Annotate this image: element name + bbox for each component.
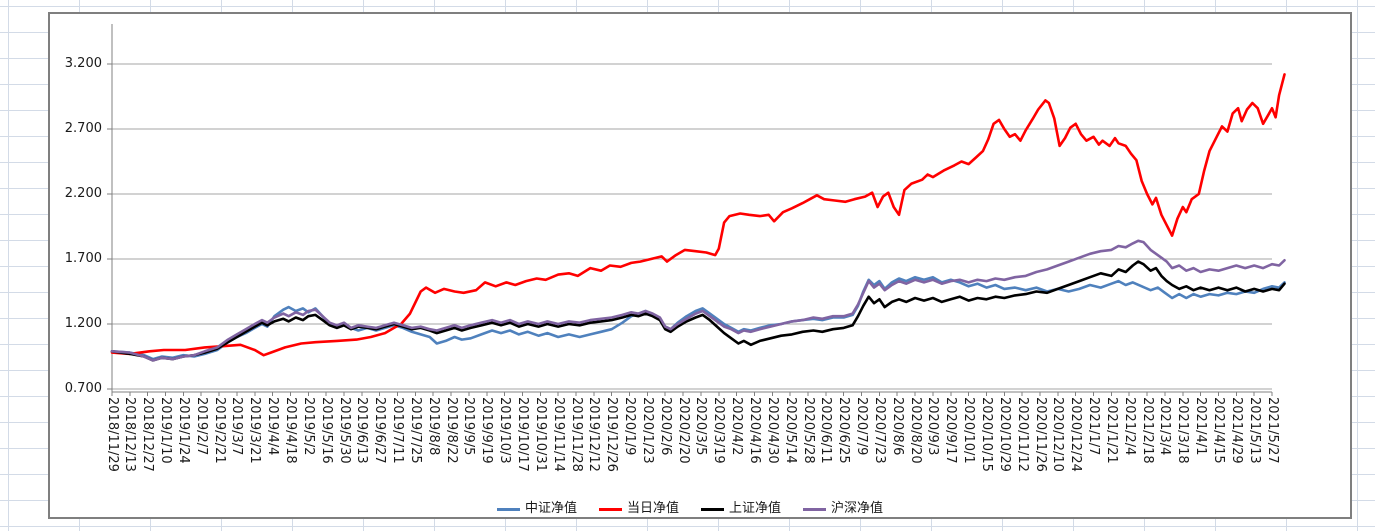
legend-line-marker: [803, 507, 827, 511]
y-axis-tick-label: 2.200: [64, 186, 102, 201]
legend-item-3[interactable]: 上证净值: [701, 501, 781, 517]
y-axis-tick-label: 1.700: [64, 251, 102, 266]
x-axis-tick-label: 2019/11/28: [568, 397, 584, 472]
x-axis-tick-label: 2019/5/2: [300, 397, 316, 456]
x-axis-tick-label: 2020/2/6: [657, 397, 673, 456]
series-line-3: [110, 260, 1286, 362]
x-axis-tick-label: 2019/9/5: [461, 397, 477, 456]
x-axis-tick-label: 2021/3/18: [1175, 397, 1191, 464]
x-axis-tick-label: 2018/11/29: [104, 397, 120, 472]
x-axis-tick-label: 2021/1/21: [1103, 397, 1119, 464]
x-axis-tick-label: 2021/4/15: [1210, 397, 1226, 464]
y-axis-tick-label: 2.700: [64, 121, 102, 136]
x-axis-tick-label: 2021/4/1: [1193, 397, 1209, 456]
x-axis-tick-label: 2021/4/29: [1228, 397, 1244, 464]
x-axis-tick-label: 2020/11/12: [1014, 397, 1030, 472]
x-axis-tick-label: 2018/12/13: [122, 397, 138, 472]
legend-item-4[interactable]: 沪深净值: [803, 501, 883, 517]
x-axis-tick-label: 2019/7/11: [390, 397, 406, 464]
x-axis-tick-label: 2020/9/17: [943, 397, 959, 464]
series-line-4: [110, 239, 1286, 362]
legend-label: 当日净值: [627, 501, 680, 516]
x-axis-tick-label: 2019/6/13: [354, 397, 370, 464]
x-axis-tick-label: 2019/1/24: [175, 397, 191, 464]
x-axis-tick-label: 2020/3/19: [711, 397, 727, 464]
x-axis-tick-label: 2019/10/17: [514, 397, 530, 472]
x-axis-tick-label: 2019/4/18: [282, 397, 298, 464]
x-axis-tick-label: 2020/5/28: [800, 397, 816, 464]
x-axis-tick-label: 2019/10/3: [497, 397, 513, 464]
y-axis-tick-label: 3.200: [64, 56, 102, 71]
x-axis-tick-label: 2019/8/8: [425, 397, 441, 456]
x-axis-tick-label: 2020/1/9: [622, 397, 638, 456]
x-axis-tick-label: 2020/3/5: [693, 397, 709, 456]
x-axis-tick-label: 2019/11/14: [550, 397, 566, 472]
x-axis-tick-label: 2019/7/25: [407, 397, 423, 464]
x-axis-tick-label: 2021/2/4: [1121, 397, 1137, 456]
legend-item-1[interactable]: 中证净值: [497, 501, 577, 517]
chart-area[interactable]: 3.200 2.700 2.200 1.700 1.200 0.700 2018/11/2…: [48, 12, 1352, 519]
x-axis-tick-label: 2019/8/22: [443, 397, 459, 464]
x-axis-tick-label: 2020/10/15: [978, 397, 994, 472]
x-axis-tick-label: 2021/5/13: [1246, 397, 1262, 464]
y-axis-tick-label: 0.700: [64, 381, 102, 396]
x-axis-tick-label: 2019/6/27: [372, 397, 388, 464]
x-axis-tick-label: 2021/1/7: [1086, 397, 1102, 456]
x-axis-tick-label: 2019/10/31: [532, 397, 548, 472]
x-axis-tick-label: 2020/6/11: [818, 397, 834, 464]
x-axis-tick-label: 2020/4/30: [764, 397, 780, 464]
x-axis-tick-label: 2020/8/20: [907, 397, 923, 464]
x-axis-tick-label: 2020/10/29: [996, 397, 1012, 472]
x-axis-tick-label: 2019/5/16: [318, 397, 334, 464]
x-axis-tick-label: 2020/10/1: [961, 397, 977, 464]
x-axis-tick-label: 2020/4/2: [729, 397, 745, 456]
x-axis-tick-label: 2020/7/9: [854, 397, 870, 456]
x-axis-tick-label: 2020/1/23: [639, 397, 655, 464]
legend-line-marker: [701, 507, 725, 511]
legend-line-marker: [497, 507, 520, 511]
x-axis-tick-label: 2020/12/24: [1068, 397, 1084, 472]
x-axis-tick-label: 2019/1/10: [158, 397, 174, 464]
x-axis-tick-label: 2019/3/7: [229, 397, 245, 456]
series-line-2: [110, 73, 1286, 357]
legend-label: 中证净值: [525, 501, 578, 516]
legend[interactable]: 中证净值 当日净值 上证净值 沪深净值: [497, 500, 883, 518]
x-axis-tick-label: 2020/9/3: [925, 397, 941, 456]
x-axis-tick-label: 2021/2/18: [1139, 397, 1155, 464]
x-axis-tick-label: 2020/2/20: [675, 397, 691, 464]
x-axis-tick-label: 2020/8/6: [889, 397, 905, 456]
legend-line-marker: [599, 507, 623, 511]
x-axis-tick-label: 2019/2/21: [211, 397, 227, 464]
x-axis-tick-label: 2018/12/27: [140, 397, 156, 472]
x-axis-tick-label: 2019/5/30: [336, 397, 352, 464]
x-axis-tick-label: 2020/5/14: [782, 397, 798, 464]
x-axis-tick-label: 2020/4/16: [746, 397, 762, 464]
x-axis-tick-label: 2020/7/23: [871, 397, 887, 464]
x-axis-tick-label: 2019/9/19: [479, 397, 495, 464]
legend-label: 上证净值: [729, 501, 782, 516]
plot-area: [107, 24, 1286, 396]
y-axis-tick-label: 1.200: [64, 316, 102, 331]
x-axis-tick-label: 2019/12/12: [586, 397, 602, 472]
legend-item-2[interactable]: 当日净值: [599, 501, 679, 517]
x-axis-tick-label: 2021/3/4: [1157, 397, 1173, 456]
x-axis-tick-label: 2019/2/7: [193, 397, 209, 456]
x-axis-tick-label: 2019/4/4: [265, 397, 281, 456]
x-axis-tick-label: 2020/12/10: [1050, 397, 1066, 472]
x-axis-tick-label: 2020/6/25: [836, 397, 852, 464]
x-axis-tick-label: 2020/11/26: [1032, 397, 1048, 472]
legend-label: 沪深净值: [831, 501, 884, 516]
x-axis-tick-label: 2019/3/21: [247, 397, 263, 464]
x-axis-tick-label: 2019/12/26: [604, 397, 620, 472]
x-axis-tick-label: 2021/5/27: [1264, 397, 1280, 464]
